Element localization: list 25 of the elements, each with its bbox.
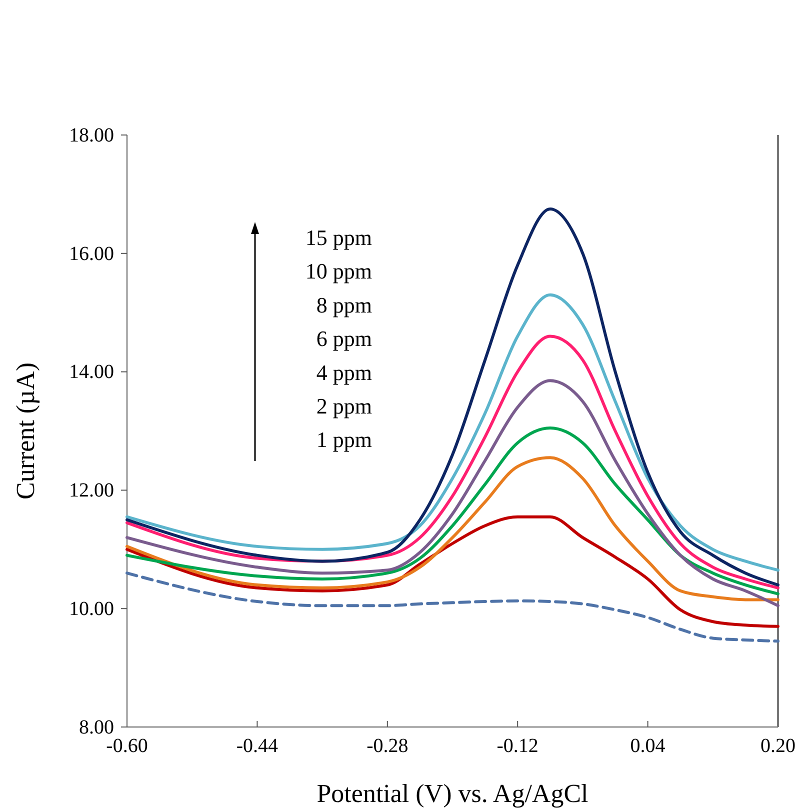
line-series [126, 515, 780, 628]
annotation: 6 ppm [316, 326, 372, 352]
y-axis-title: Current (µA) [11, 362, 40, 500]
line-series [126, 572, 780, 643]
line-series [126, 293, 780, 572]
x-tick-label: -0.12 [496, 735, 538, 757]
annotation: 8 ppm [316, 292, 372, 318]
y-tick-label: 12.00 [69, 480, 114, 502]
y-tick-label: 18.00 [69, 124, 114, 146]
y-tick-label: 10.00 [69, 598, 114, 620]
annotation: 4 ppm [316, 360, 372, 385]
x-tick-label: 0.20 [760, 735, 796, 757]
y-tick-label: 14.00 [69, 361, 114, 384]
x-tick-label: -0.28 [366, 735, 408, 757]
line-series [126, 426, 780, 596]
line-series [126, 208, 780, 586]
y-tick-label: 16.00 [69, 242, 114, 265]
annotation: 2 ppm [316, 394, 372, 418]
annotation: 10 ppm [305, 258, 372, 284]
x-axis-title: Potential (V) vs. Ag/AgCl [316, 779, 588, 808]
x-tick-label: -0.44 [236, 735, 278, 757]
line-series [126, 456, 780, 602]
x-tick-label: 0.04 [630, 735, 666, 757]
annotation: 15 ppm [305, 225, 372, 250]
annotation: 1 ppm [316, 427, 372, 452]
